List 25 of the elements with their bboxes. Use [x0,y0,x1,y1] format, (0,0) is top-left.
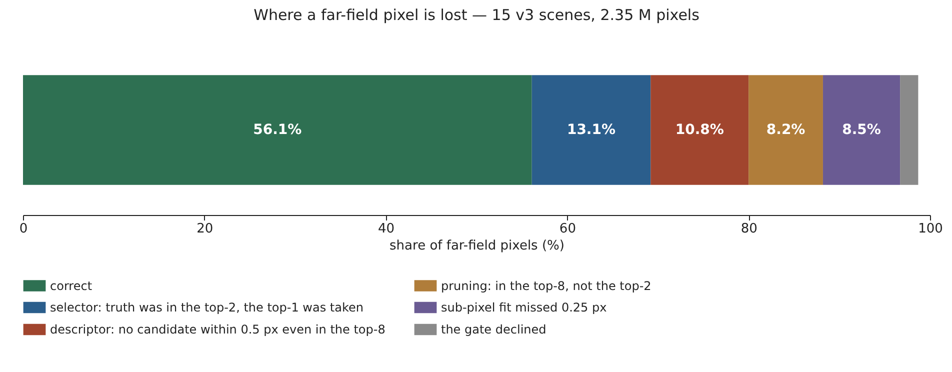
x-tick-label: 100 [918,222,943,236]
data-label: 56.1% [253,122,302,138]
x-tick-label: 0 [19,222,28,236]
legend-label: correct [50,278,92,293]
legend-label: descriptor: no candidate within 0.5 px even in the top-8 [50,322,386,336]
data-label: 10.8% [675,122,724,138]
data-label: 8.5% [842,122,881,138]
bar [532,75,651,185]
chart-title: Where a far-field pixel is lost — 15 v3 scenes, 2.35 M pixels [254,6,700,24]
x-axis-title: share of far-field pixels (%) [390,238,564,254]
bar [822,75,900,185]
legend-label: sub-pixel fit missed 0.25 px [441,300,607,314]
x-tick-label: 60 [559,222,576,236]
bar [900,75,918,185]
bar [650,75,749,185]
bar [748,75,823,185]
bar [23,75,532,185]
x-tick-label: 20 [196,222,214,236]
x-tick-label: 80 [740,222,758,236]
data-label: 8.2% [766,122,806,138]
legend-label: the gate declined [441,322,546,336]
legend-label: selector: truth was in the top-2, the top-1 was taken [50,300,364,314]
x-tick-label: 40 [378,222,395,236]
data-label: 13.1% [566,122,616,138]
legend-label: pruning: in the top-8, not the top-2 [441,278,652,293]
